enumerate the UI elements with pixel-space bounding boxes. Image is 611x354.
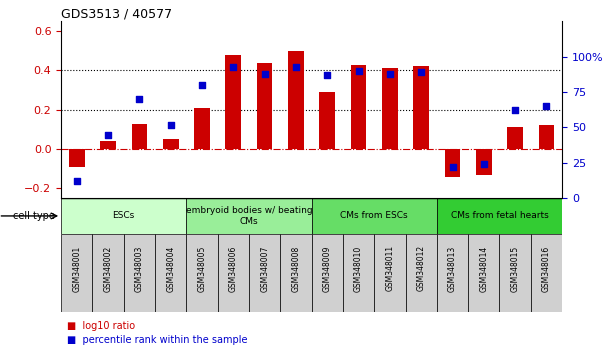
Bar (155, 234, 186, 312)
Text: GSM348013: GSM348013 (448, 245, 457, 292)
Point (72, 178, 82, 184)
Bar (500, 234, 531, 312)
Text: ESCs: ESCs (112, 211, 135, 221)
Text: GSM348002: GSM348002 (104, 245, 112, 292)
Text: GSM348014: GSM348014 (480, 245, 488, 292)
Point (541, 103, 551, 109)
Text: embryoid bodies w/ beating
CMs: embryoid bodies w/ beating CMs (186, 206, 312, 225)
Text: GSM348004: GSM348004 (166, 245, 175, 292)
Text: GSM348005: GSM348005 (197, 245, 207, 292)
Bar (249, 234, 280, 312)
Text: GSM348012: GSM348012 (417, 245, 426, 291)
Text: GSM348008: GSM348008 (291, 245, 301, 292)
Bar (257, 63, 273, 149)
Text: GSM348001: GSM348001 (72, 245, 81, 292)
Bar (312, 198, 437, 234)
Point (354, 68, 364, 74)
Bar (312, 234, 343, 312)
Text: GDS3513 / 40577: GDS3513 / 40577 (61, 7, 172, 20)
Bar (61, 198, 186, 234)
Bar (468, 234, 500, 312)
Point (166, 122, 175, 127)
Text: GSM348015: GSM348015 (511, 245, 519, 292)
Bar (218, 234, 249, 312)
Bar (531, 234, 562, 312)
Text: GSM348007: GSM348007 (260, 245, 269, 292)
Text: GSM348006: GSM348006 (229, 245, 238, 292)
Bar (437, 234, 468, 312)
Bar (320, 92, 335, 149)
Bar (445, 149, 460, 177)
Point (103, 132, 113, 137)
Text: ■  log10 ratio: ■ log10 ratio (67, 321, 135, 331)
Bar (123, 234, 155, 312)
Bar (382, 68, 398, 149)
Bar (343, 234, 375, 312)
Point (291, 64, 301, 69)
Bar (186, 234, 218, 312)
Bar (280, 234, 312, 312)
Text: GSM348009: GSM348009 (323, 245, 332, 292)
Bar (100, 141, 116, 149)
Point (134, 96, 144, 102)
Bar (539, 125, 554, 149)
Text: CMs from ESCs: CMs from ESCs (340, 211, 408, 221)
Point (479, 161, 489, 167)
Bar (69, 149, 84, 167)
Text: GSM348003: GSM348003 (135, 245, 144, 292)
Point (385, 71, 395, 76)
Bar (61, 234, 92, 312)
Bar (131, 124, 147, 149)
Bar (92, 234, 123, 312)
Bar (186, 198, 312, 234)
Bar (374, 234, 406, 312)
Bar (437, 198, 562, 234)
Point (197, 82, 207, 88)
Bar (288, 51, 304, 149)
Bar (414, 67, 429, 149)
Point (510, 108, 520, 113)
Bar (163, 139, 178, 149)
Bar (476, 149, 492, 175)
Text: ■  percentile rank within the sample: ■ percentile rank within the sample (67, 335, 247, 345)
Text: GSM348016: GSM348016 (542, 245, 551, 292)
Point (229, 64, 238, 69)
Point (448, 164, 458, 170)
Text: CMs from fetal hearts: CMs from fetal hearts (451, 211, 548, 221)
Text: GSM348011: GSM348011 (386, 245, 394, 291)
Bar (351, 64, 367, 149)
Bar (507, 127, 523, 149)
Text: GSM348010: GSM348010 (354, 245, 363, 292)
Bar (225, 55, 241, 149)
Bar (406, 234, 437, 312)
Bar (194, 108, 210, 149)
Text: cell type: cell type (13, 211, 55, 221)
Point (260, 71, 269, 76)
Point (416, 69, 426, 75)
Point (323, 72, 332, 78)
